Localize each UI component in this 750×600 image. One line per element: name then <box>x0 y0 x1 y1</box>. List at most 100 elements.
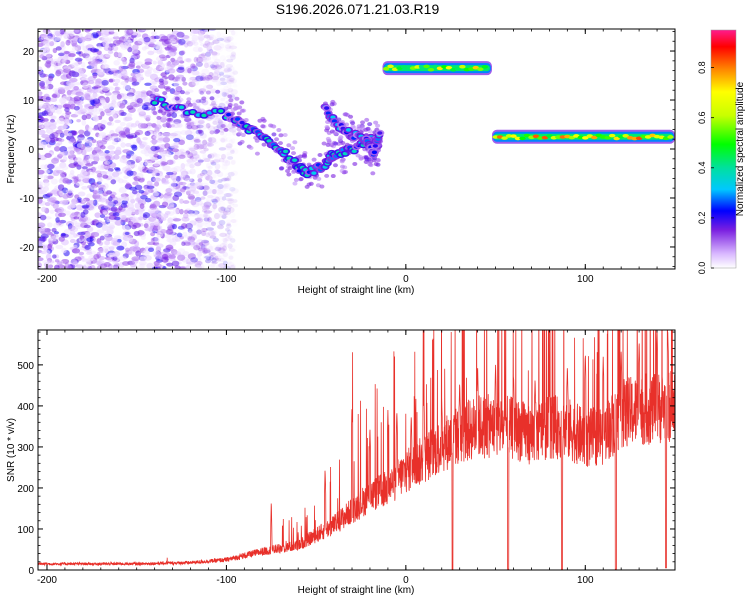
noise-speck <box>205 227 215 231</box>
noise-speck <box>71 226 79 232</box>
noise-speck <box>161 217 167 221</box>
noise-speck <box>204 40 211 47</box>
noise-speck <box>91 93 99 99</box>
noise-speck <box>48 121 57 127</box>
noise-speck <box>227 243 233 249</box>
noise-speck <box>212 188 217 195</box>
noise-speck <box>81 185 88 190</box>
noise-speck <box>54 36 62 41</box>
noise-speck <box>220 137 226 143</box>
noise-speck <box>140 149 148 155</box>
track-halo <box>240 133 246 138</box>
noise-speck <box>214 156 221 163</box>
noise-speck <box>153 220 161 227</box>
noise-speck <box>226 55 232 59</box>
noise-speck <box>206 42 212 48</box>
noise-speck <box>198 144 208 150</box>
noise-speck <box>83 154 89 161</box>
noise-speck <box>150 139 159 144</box>
noise-speck <box>193 244 201 251</box>
noise-speck <box>113 59 120 66</box>
noise-speck <box>128 250 135 256</box>
noise-speck <box>220 137 226 143</box>
noise-speck <box>177 248 186 254</box>
y-tick-label: -10 <box>20 194 35 205</box>
noise-speck <box>85 259 92 265</box>
noise-speck <box>122 72 128 78</box>
noise-speck <box>205 175 213 181</box>
noise-speck <box>202 157 210 162</box>
noise-speck <box>78 133 85 138</box>
noise-speck <box>228 199 236 203</box>
noise-speck <box>232 203 239 208</box>
noise-speck <box>55 244 64 250</box>
noise-speck <box>83 107 90 113</box>
noise-speck <box>139 203 145 210</box>
noise-speck <box>81 74 88 78</box>
noise-speck <box>46 63 51 69</box>
noise-speck <box>183 213 189 219</box>
noise-speck <box>228 77 235 82</box>
noise-speck <box>199 42 205 47</box>
noise-speck <box>232 130 237 136</box>
noise-speck <box>100 29 107 35</box>
noise-speck <box>177 78 186 83</box>
noise-speck <box>76 264 86 269</box>
track-halo <box>167 117 173 122</box>
noise-speck <box>229 244 238 249</box>
noise-speck <box>44 202 51 207</box>
noise-speck <box>185 66 194 73</box>
track-halo <box>260 124 266 129</box>
track-halo <box>350 121 356 126</box>
noise-speck <box>48 196 57 202</box>
noise-speck <box>141 250 150 256</box>
heatmap-xlabel: Height of straight line (km) <box>298 285 415 296</box>
noise-speck <box>60 165 69 171</box>
track-halo <box>329 102 335 107</box>
noise-speck <box>210 245 219 252</box>
noise-speck <box>212 257 220 264</box>
noise-speck <box>218 71 225 76</box>
noise-speck <box>222 245 228 251</box>
noise-speck <box>146 225 153 231</box>
noise-speck <box>121 241 128 248</box>
track-halo <box>223 127 229 132</box>
track-halo <box>205 90 211 95</box>
track-halo <box>373 162 379 167</box>
noise-speck <box>175 31 184 37</box>
noise-speck <box>90 231 100 238</box>
noise-speck <box>205 200 212 206</box>
noise-speck <box>207 125 215 131</box>
noise-speck <box>122 149 131 154</box>
noise-speck <box>223 183 229 188</box>
noise-speck <box>191 201 200 208</box>
noise-speck <box>204 255 212 259</box>
noise-speck <box>136 76 141 81</box>
track-halo <box>239 100 245 105</box>
track-halo <box>235 105 241 110</box>
noise-speck <box>189 189 196 195</box>
noise-speck <box>226 79 235 84</box>
noise-speck <box>195 124 201 131</box>
noise-speck <box>45 105 51 113</box>
noise-speck <box>144 58 153 63</box>
noise-speck <box>228 211 236 219</box>
noise-speck <box>38 112 47 117</box>
noise-speck <box>117 52 124 58</box>
noise-speck <box>167 217 174 224</box>
noise-speck <box>198 89 203 94</box>
noise-speck <box>86 32 93 39</box>
noise-speck <box>199 263 205 269</box>
noise-speck <box>148 42 155 47</box>
noise-speck <box>230 159 236 165</box>
track-halo <box>308 181 314 186</box>
noise-speck <box>129 101 138 108</box>
noise-speck <box>224 39 231 43</box>
noise-speck <box>97 194 102 200</box>
noise-speck <box>213 168 219 172</box>
noise-speck <box>222 251 229 257</box>
track-halo <box>214 130 220 135</box>
noise-speck <box>144 69 153 75</box>
track-halo <box>156 115 162 120</box>
